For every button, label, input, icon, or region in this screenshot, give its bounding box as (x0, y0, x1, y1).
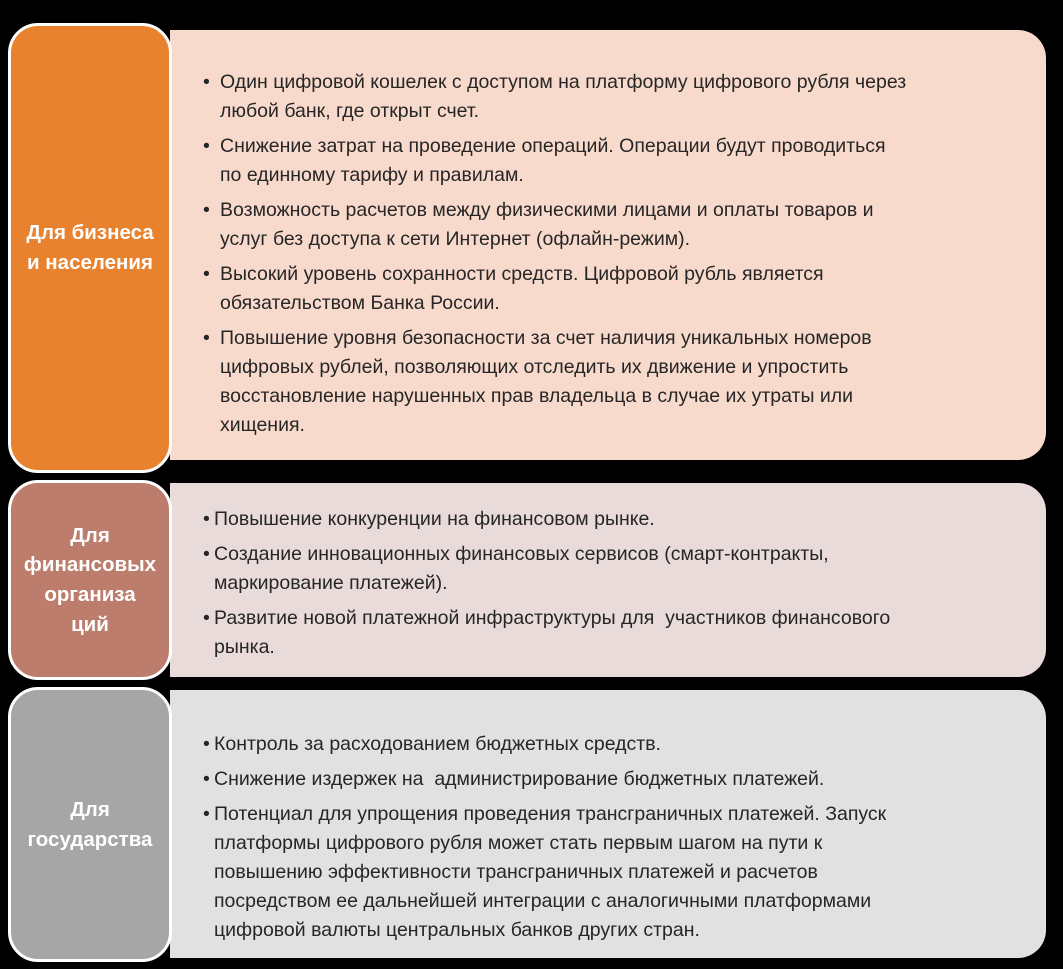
section-business-bullet-list: • Один цифровой кошелек с доступом на пла… (203, 68, 991, 440)
bullet-text: Снижение издержек на администрирование б… (214, 768, 825, 790)
bullet-item: • Повышение уровня безопасности за счет н… (203, 324, 991, 440)
bullet-text: Потенциал для упрощения проведения транс… (214, 803, 887, 941)
section-state-body: • Контроль за расходованием бюджетных сре… (170, 690, 1046, 958)
bullet-dot: • (203, 135, 210, 157)
bullet-dot: • (203, 327, 210, 349)
bullet-dot: • (203, 768, 210, 790)
bullet-item: • Высокий уровень сохранности средств. Ци… (203, 260, 991, 318)
section-financial-bullet-list: • Повышение конкуренции на финансовом рын… (203, 505, 991, 662)
section-financial-body: • Повышение конкуренции на финансовом рын… (170, 483, 1046, 677)
bullet-text: Один цифровой кошелек с доступом на плат… (220, 71, 907, 122)
bullet-item: • Создание инновационных финансовых серви… (203, 540, 991, 598)
section-financial-label: Для финансовых организа ций (8, 480, 172, 680)
section-business-body: • Один цифровой кошелек с доступом на пла… (170, 30, 1046, 460)
bullet-text: Создание инновационных финансовых сервис… (214, 543, 829, 594)
bullet-dot: • (203, 607, 210, 629)
bullet-text: Снижение затрат на проведение операций. … (220, 135, 886, 186)
bullet-dot: • (203, 508, 210, 530)
bullet-item: • Возможность расчетов между физическими … (203, 196, 991, 254)
bullet-text: Повышение конкуренции на финансовом рынк… (214, 508, 655, 530)
bullet-dot: • (203, 199, 210, 221)
bullet-dot: • (203, 733, 210, 755)
bullet-dot: • (203, 543, 210, 565)
bullet-text: Повышение уровня безопасности за счет на… (220, 327, 872, 436)
section-financial-label-text: Для финансовых организа ций (23, 523, 157, 636)
bullet-text: Высокий уровень сохранности средств. Циф… (220, 263, 824, 314)
bullet-item: • Снижение затрат на проведение операций.… (203, 132, 991, 190)
section-business-label: Для бизнеса и населения (8, 23, 172, 473)
bullet-dot: • (203, 263, 210, 285)
bullet-item: • Повышение конкуренции на финансовом рын… (203, 505, 991, 534)
bullet-item: • Развитие новой платежной инфраструктуры… (203, 604, 991, 662)
bullet-item: • Потенциал для упрощения проведения тран… (203, 800, 991, 945)
bullet-item: • Один цифровой кошелек с доступом на пла… (203, 68, 991, 126)
bullet-dot: • (203, 71, 210, 93)
section-state-label: Для государства (8, 687, 172, 962)
bullet-text: Развитие новой платежной инфраструктуры … (214, 607, 891, 658)
bullet-dot: • (203, 803, 210, 825)
section-state-label-text: Для государства (27, 797, 153, 851)
bullet-text: Возможность расчетов между физическими л… (220, 199, 874, 250)
section-business-label-text: Для бизнеса и населения (26, 221, 154, 274)
bullet-item: • Контроль за расходованием бюджетных сре… (203, 730, 991, 759)
section-state-bullet-list: • Контроль за расходованием бюджетных сре… (203, 730, 991, 945)
bullet-item: • Снижение издержек на администрирование … (203, 765, 991, 794)
bullet-text: Контроль за расходованием бюджетных сред… (214, 733, 661, 755)
